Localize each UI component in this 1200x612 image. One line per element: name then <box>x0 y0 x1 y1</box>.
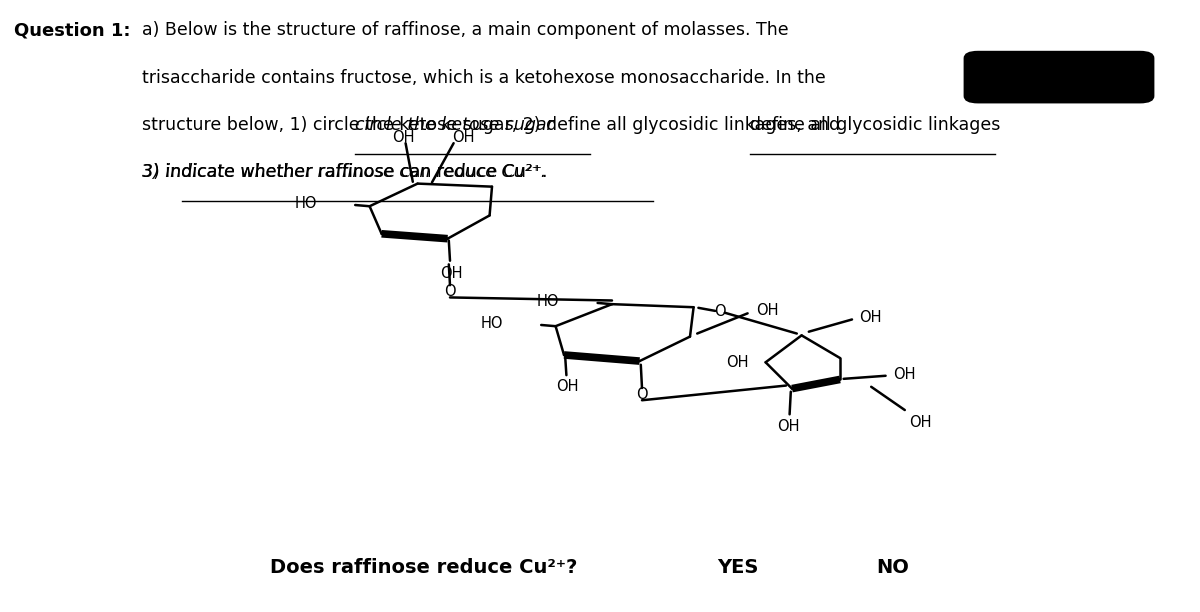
Text: YES: YES <box>718 558 758 578</box>
Text: Question 1:: Question 1: <box>14 21 131 39</box>
Text: OH: OH <box>893 367 916 382</box>
Text: OH: OH <box>440 266 462 281</box>
FancyBboxPatch shape <box>964 51 1154 103</box>
Text: a) Below is the structure of raffinose, a main component of molasses. The: a) Below is the structure of raffinose, … <box>142 21 788 39</box>
Text: O: O <box>714 304 726 319</box>
Text: O: O <box>444 284 456 299</box>
Text: HO: HO <box>480 316 503 331</box>
Text: structure below, 1) circle the ketose sugar, 2) define all glycosidic linkages, : structure below, 1) circle the ketose su… <box>142 116 840 133</box>
Text: circle the ketose sugar: circle the ketose sugar <box>355 116 554 133</box>
Text: OH: OH <box>452 130 474 145</box>
Text: O: O <box>636 387 648 401</box>
Text: OH: OH <box>557 379 578 395</box>
Text: 3) indicate whether raffinose can reduce Cu²⁺.: 3) indicate whether raffinose can reduce… <box>142 163 547 181</box>
Text: OH: OH <box>778 419 799 435</box>
Text: OH: OH <box>910 415 932 430</box>
Text: HO: HO <box>536 294 559 309</box>
Text: NO: NO <box>876 558 908 578</box>
Text: trisaccharide contains fructose, which is a ketohexose monosaccharide. In the: trisaccharide contains fructose, which i… <box>142 69 826 86</box>
Text: define all glycosidic linkages: define all glycosidic linkages <box>750 116 1001 133</box>
Text: OH: OH <box>859 310 882 324</box>
Text: OH: OH <box>392 130 414 145</box>
Text: OH: OH <box>756 304 779 318</box>
Text: 3) indicate whether raffinose can reduce Cu²⁺.: 3) indicate whether raffinose can reduce… <box>142 163 546 181</box>
Text: OH: OH <box>726 355 749 370</box>
Text: Does raffinose reduce Cu²⁺?: Does raffinose reduce Cu²⁺? <box>270 558 577 578</box>
Text: HO: HO <box>294 196 317 211</box>
